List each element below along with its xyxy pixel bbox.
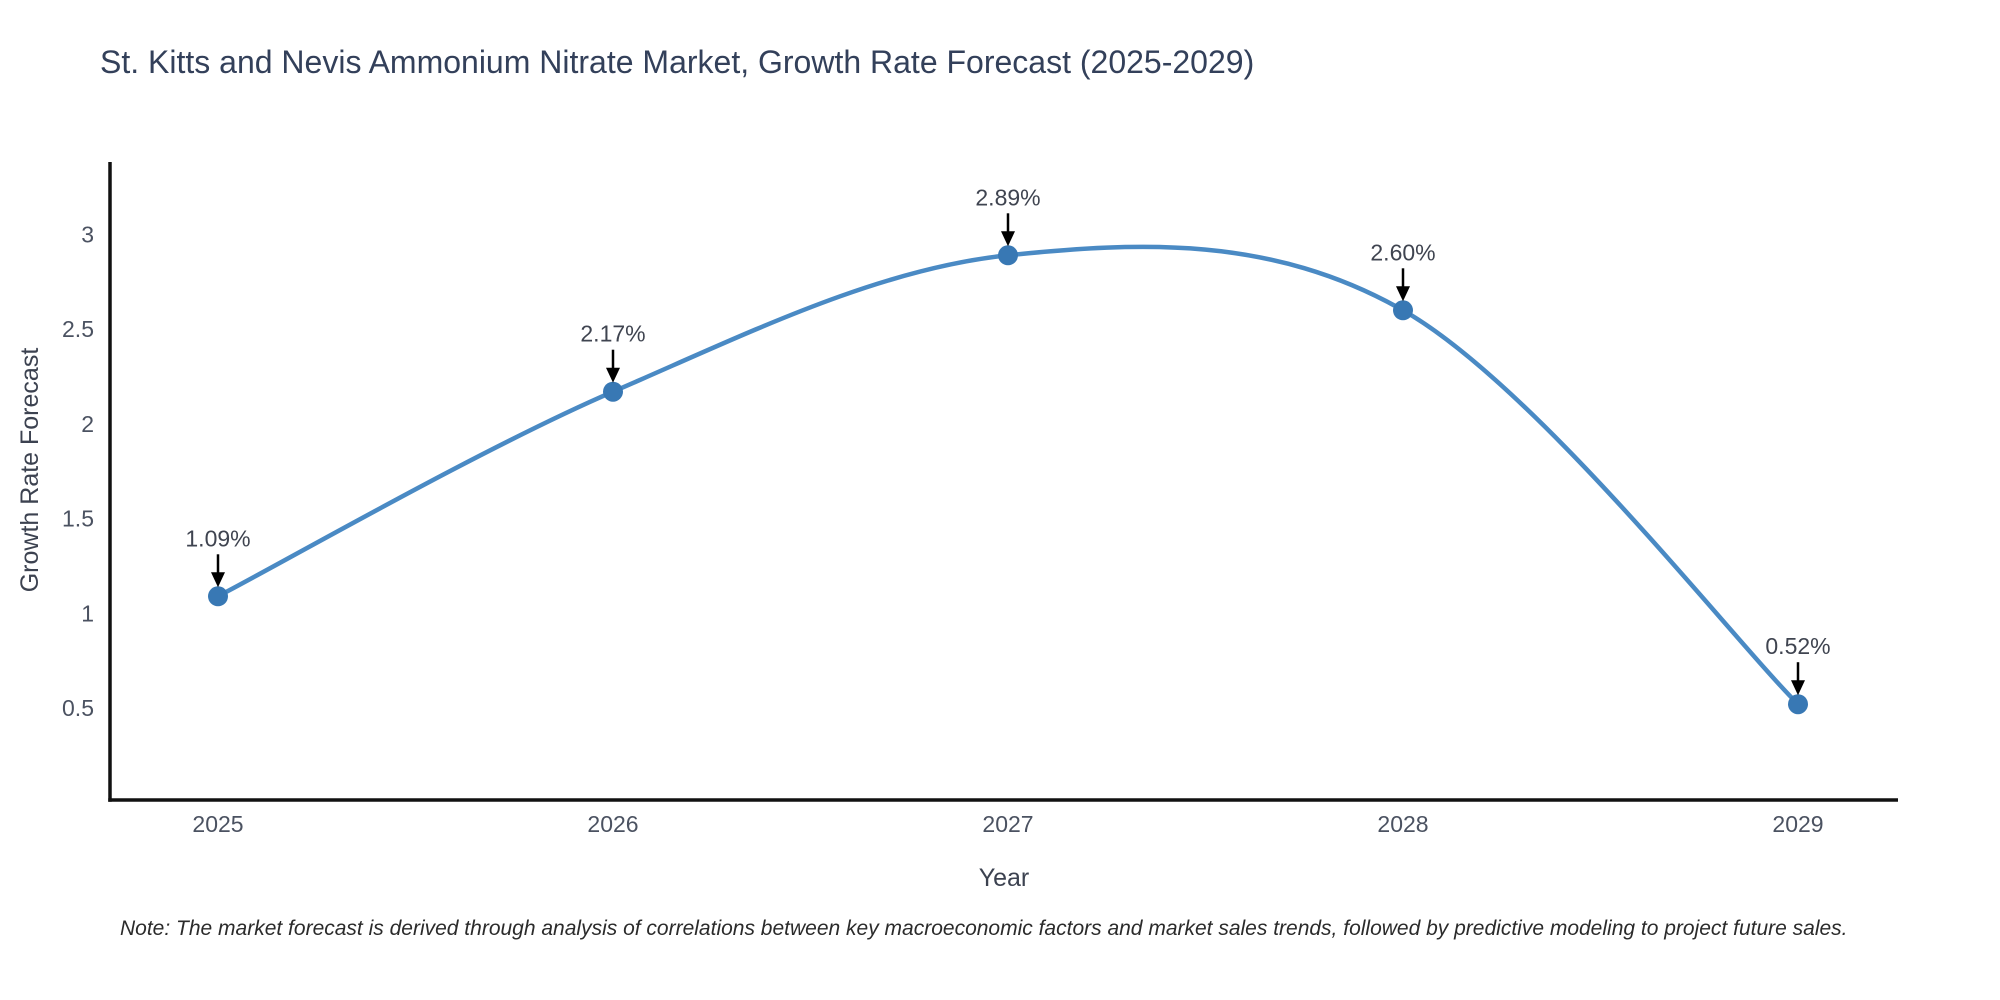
y-tick-label: 2 [81, 411, 94, 437]
annotation-arrowhead [1001, 231, 1015, 247]
y-tick-label: 2.5 [62, 316, 94, 342]
annotation-arrowhead [1791, 680, 1805, 696]
annotation-arrowhead [606, 367, 620, 383]
data-point [1788, 694, 1808, 715]
x-tick-label: 2027 [982, 811, 1033, 837]
annotation-arrowhead [1396, 286, 1410, 302]
data-point [998, 245, 1018, 266]
x-tick-label: 2028 [1377, 811, 1428, 837]
y-tick-label: 0.5 [62, 695, 94, 721]
data-point [1393, 300, 1413, 321]
x-tick-label: 2029 [1772, 811, 1823, 837]
annotation-arrowhead [211, 572, 225, 588]
point-label: 1.09% [185, 525, 250, 551]
y-axis-title: Growth Rate Forecast [16, 348, 44, 593]
y-tick-label: 1 [81, 600, 94, 626]
chart-footnote: Note: The market forecast is derived thr… [120, 917, 1848, 940]
data-point [208, 586, 228, 607]
data-point [603, 381, 623, 402]
x-tick-label: 2026 [587, 811, 638, 837]
y-tick-label: 1.5 [62, 506, 94, 532]
x-tick-label: 2025 [192, 811, 243, 837]
point-label: 2.89% [975, 184, 1040, 210]
chart-title: St. Kitts and Nevis Ammonium Nitrate Mar… [100, 44, 1255, 80]
x-axis-title: Year [979, 864, 1030, 892]
point-label: 2.17% [580, 321, 645, 347]
point-label: 2.60% [1370, 239, 1435, 265]
series-line [215, 244, 1801, 707]
point-label: 0.52% [1765, 633, 1830, 659]
y-tick-label: 3 [81, 222, 94, 248]
